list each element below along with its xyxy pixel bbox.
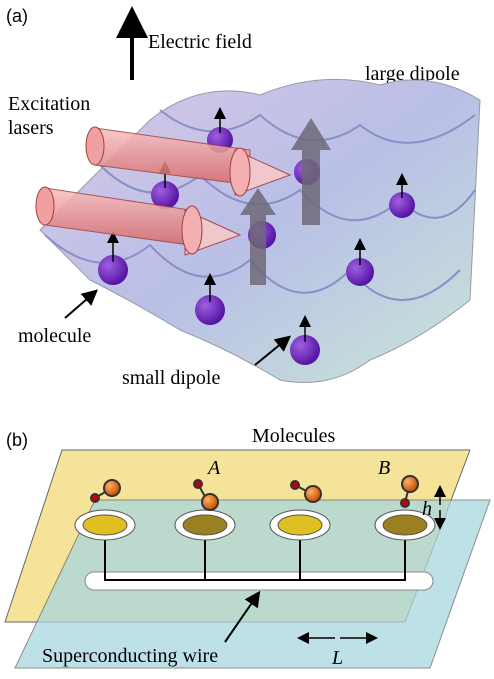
- wire-label: Superconducting wire: [42, 645, 218, 667]
- lasers-label: Excitation: [8, 93, 90, 115]
- site-b-label: B: [378, 457, 390, 479]
- height-label: h: [422, 498, 432, 520]
- panel-label: (b): [6, 430, 28, 450]
- molecule-label: molecule: [18, 325, 91, 347]
- panel-label: (a): [6, 6, 28, 26]
- figure: (a) Electric field large dipole Excitati…: [0, 0, 494, 679]
- lasers-label: lasers: [8, 117, 54, 139]
- pointer: [65, 292, 95, 318]
- site-a-label: A: [206, 457, 221, 479]
- page: {"panel_a": {"label": "(a)", "electric_f…: [0, 0, 494, 679]
- small-dipole-label: small dipole: [122, 367, 220, 389]
- field-label: Electric field: [148, 31, 252, 53]
- molecules-label: Molecules: [252, 425, 336, 447]
- spacing-label: L: [331, 647, 343, 669]
